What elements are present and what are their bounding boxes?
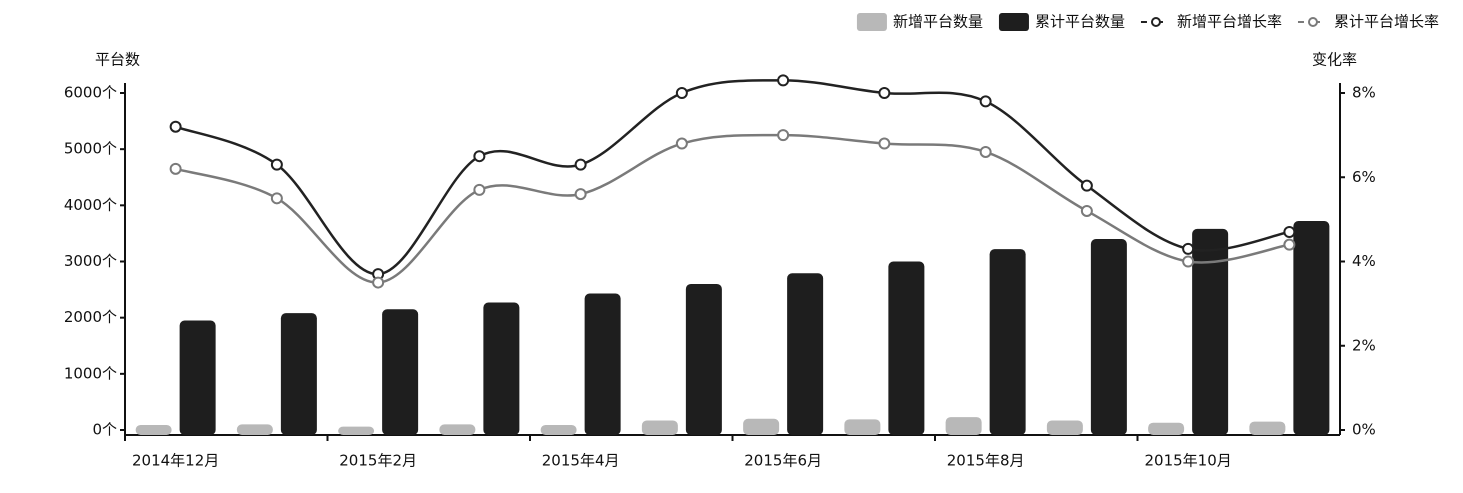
y-tick-label: 4000个: [64, 196, 117, 214]
bar: [989, 249, 1026, 435]
bar: [1148, 422, 1185, 435]
y-tick-label: 2000个: [64, 308, 117, 326]
line-marker: [473, 183, 486, 196]
y-tick-label: 3000个: [64, 252, 117, 270]
line-marker: [777, 74, 790, 87]
bar: [584, 293, 621, 435]
legend-marker: [1307, 17, 1318, 27]
y-axis-label: 平台数: [95, 51, 140, 69]
line-marker: [1283, 238, 1296, 251]
line-marker: [169, 162, 182, 175]
legend-swatch: [998, 13, 1029, 31]
line-marker: [1182, 255, 1195, 268]
bar: [743, 418, 780, 435]
bar: [787, 273, 824, 435]
line-marker: [979, 95, 992, 108]
x-tick-label: 2015年6月: [744, 452, 822, 470]
x-tick-label: 2014年12月: [132, 452, 219, 470]
x-tick-label: 2015年8月: [947, 452, 1025, 470]
y2-tick-label: 0%: [1352, 421, 1376, 439]
line-marker: [270, 192, 283, 205]
legend-swatch: [856, 13, 887, 31]
legend-label: 累计平台数量: [1035, 13, 1125, 31]
bar: [483, 302, 520, 435]
bar: [945, 417, 982, 435]
bar: [844, 419, 881, 435]
line: [175, 79, 1290, 276]
line-marker: [169, 120, 182, 133]
y-tick-label: 0个: [92, 421, 117, 439]
bar: [685, 283, 722, 435]
line-marker: [1080, 179, 1093, 192]
y2-tick-label: 4%: [1352, 252, 1376, 270]
x-tick-label: 2015年4月: [542, 452, 620, 470]
y2-tick-label: 2%: [1352, 336, 1376, 354]
bar: [236, 424, 273, 435]
bar: [1046, 420, 1083, 435]
line-marker: [372, 276, 385, 289]
line-marker: [574, 188, 587, 201]
y-tick-label: 6000个: [64, 84, 117, 102]
legend-label: 新增平台增长率: [1177, 13, 1282, 31]
line-marker: [878, 137, 891, 150]
line-marker: [1182, 242, 1195, 255]
bar: [338, 426, 375, 435]
y2-tick-label: 8%: [1352, 84, 1376, 102]
legend-marker: [1150, 17, 1161, 27]
bar: [1293, 221, 1330, 435]
legend-label: 累计平台增长率: [1334, 13, 1439, 31]
bar: [1090, 239, 1127, 435]
bar: [280, 313, 317, 435]
x-tick-label: 2015年10月: [1144, 452, 1231, 470]
bar: [1249, 421, 1286, 435]
line-marker: [1080, 204, 1093, 217]
bar: [540, 424, 577, 435]
y2-tick-label: 6%: [1352, 168, 1376, 186]
line-marker: [979, 145, 992, 158]
line-marker: [878, 87, 891, 99]
line-marker: [270, 158, 283, 171]
line-marker: [777, 129, 790, 142]
bar: [439, 424, 476, 435]
line-marker: [473, 150, 486, 163]
bar: [888, 261, 925, 435]
line-marker: [675, 137, 688, 150]
line-marker: [574, 158, 587, 171]
legend-label: 新增平台数量: [893, 13, 983, 31]
legend: 新增平台数量 累计平台数量 新增平台增长率 累计平台增长率: [856, 13, 1439, 31]
y-tick-label: 5000个: [64, 140, 117, 158]
y2-axis-label: 变化率: [1312, 51, 1357, 69]
bar: [641, 420, 678, 435]
y-tick-label: 1000个: [64, 364, 117, 382]
bar: [135, 424, 172, 435]
line-marker: [675, 87, 688, 99]
bar: [179, 320, 216, 435]
line-marker: [1283, 226, 1296, 239]
x-tick-label: 2015年2月: [339, 452, 417, 470]
bar: [382, 309, 419, 435]
bar: [1192, 228, 1229, 435]
